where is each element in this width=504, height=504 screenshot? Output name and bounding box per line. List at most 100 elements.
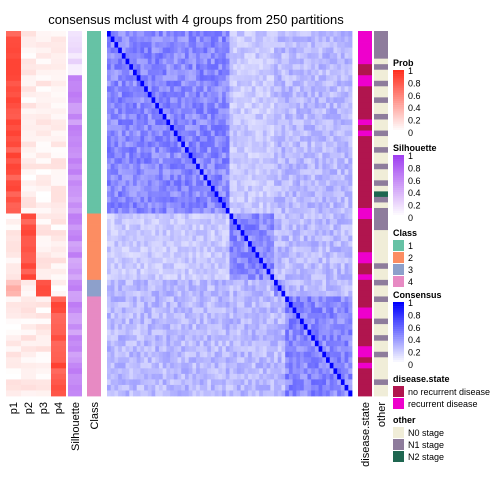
prob-cell <box>21 274 36 281</box>
consensus-cell <box>181 102 186 109</box>
legend-gradient-step <box>393 308 404 311</box>
consensus-cell <box>333 58 338 65</box>
consensus-cell <box>314 241 319 248</box>
consensus-cell <box>140 97 145 104</box>
consensus-cell <box>199 263 204 270</box>
consensus-cell <box>259 368 264 375</box>
consensus-cell <box>136 235 141 242</box>
consensus-cell <box>288 136 294 143</box>
consensus-cell <box>259 335 264 342</box>
consensus-cell <box>311 213 316 220</box>
consensus-cell <box>307 357 312 364</box>
consensus-cell <box>207 180 212 187</box>
consensus-cell <box>218 263 223 270</box>
consensus-cell <box>233 196 238 203</box>
consensus-cell <box>155 207 160 214</box>
consensus-cell <box>196 257 201 264</box>
consensus-cell <box>110 307 115 314</box>
prob-cell <box>21 346 36 353</box>
consensus-cell <box>147 290 152 297</box>
consensus-cell <box>233 180 238 187</box>
consensus-cell <box>222 346 227 353</box>
prob-cell <box>51 97 66 104</box>
legend-tick-label: 0.6 <box>408 91 421 101</box>
consensus-cell <box>262 42 268 48</box>
consensus-cell <box>307 174 312 181</box>
consensus-cell <box>170 313 175 319</box>
consensus-cell <box>121 313 126 319</box>
consensus-cell <box>225 340 230 347</box>
consensus-cell <box>240 196 245 203</box>
consensus-cell <box>259 329 264 336</box>
consensus-cell <box>251 130 256 137</box>
other-cell <box>374 53 388 60</box>
consensus-cell <box>251 58 256 65</box>
consensus-cell <box>214 230 219 237</box>
consensus-cell <box>155 196 160 203</box>
consensus-cell <box>155 390 160 397</box>
consensus-cell <box>166 213 171 220</box>
consensus-cell <box>251 340 256 347</box>
consensus-cell <box>192 296 197 303</box>
consensus-cell <box>177 119 182 126</box>
consensus-cell <box>222 373 227 380</box>
consensus-cell <box>114 235 119 242</box>
consensus-cell <box>333 324 338 331</box>
consensus-cell <box>203 97 208 104</box>
consensus-cell <box>255 58 260 65</box>
consensus-cell <box>166 252 171 259</box>
consensus-cell <box>248 268 253 275</box>
consensus-cell <box>240 97 245 104</box>
consensus-cell <box>207 346 212 353</box>
consensus-cell <box>121 357 126 364</box>
consensus-cell <box>262 69 268 76</box>
disease-state-cell <box>358 318 372 325</box>
consensus-cell <box>225 91 230 98</box>
consensus-cell <box>229 174 234 181</box>
consensus-cell <box>348 235 353 242</box>
consensus-cell <box>181 384 186 391</box>
disease-state-cell <box>358 80 372 87</box>
consensus-cell <box>244 152 249 159</box>
consensus-cell <box>218 307 223 314</box>
consensus-cell <box>214 285 219 292</box>
consensus-cell <box>214 390 219 397</box>
consensus-cell <box>300 64 305 71</box>
consensus-cell <box>181 119 186 126</box>
consensus-cell <box>340 158 345 165</box>
consensus-cell <box>107 340 112 347</box>
consensus-cell <box>192 75 197 82</box>
consensus-cell <box>233 141 238 148</box>
other-cell <box>374 69 388 76</box>
legend-gradient-step <box>393 318 404 321</box>
consensus-cell <box>259 141 264 148</box>
consensus-cell <box>210 91 216 98</box>
consensus-cell <box>192 180 197 187</box>
consensus-cell <box>288 119 294 126</box>
consensus-cell <box>333 136 338 143</box>
consensus-cell <box>162 235 167 242</box>
consensus-cell <box>184 108 190 115</box>
consensus-cell <box>340 279 345 286</box>
consensus-cell <box>158 108 164 115</box>
class-cell <box>87 191 101 198</box>
consensus-cell <box>322 141 327 148</box>
consensus-cell <box>340 307 345 314</box>
consensus-cell <box>196 147 201 154</box>
consensus-cell <box>303 152 308 159</box>
consensus-cell <box>107 274 112 281</box>
consensus-cell <box>337 351 342 358</box>
consensus-cell <box>107 80 112 87</box>
prob-cell <box>21 136 36 143</box>
consensus-cell <box>333 36 338 43</box>
consensus-cell <box>259 318 264 325</box>
other-cell <box>374 141 388 148</box>
consensus-cell <box>262 169 268 176</box>
consensus-cell <box>129 351 134 358</box>
consensus-cell <box>192 119 197 126</box>
consensus-cell <box>140 191 145 198</box>
consensus-cell <box>303 185 308 192</box>
consensus-cell <box>147 257 152 264</box>
consensus-cell <box>188 373 193 380</box>
consensus-cell <box>244 301 249 308</box>
